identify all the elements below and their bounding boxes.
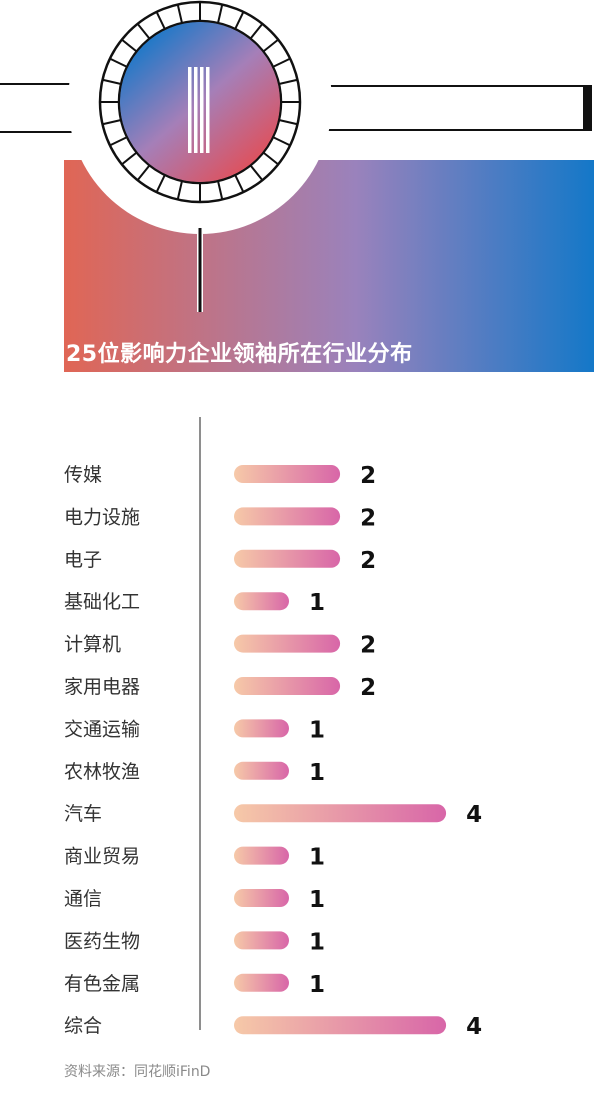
bar <box>234 889 289 907</box>
category-label: 电力设施 <box>64 506 140 528</box>
category-label: 电子 <box>64 549 102 571</box>
bar <box>234 634 341 653</box>
value-label: 2 <box>360 548 376 574</box>
ring-segment <box>121 151 138 166</box>
ring-segment <box>136 23 151 40</box>
orb-stem <box>198 228 202 312</box>
ring-segment <box>121 38 138 53</box>
source-note: 资料来源：同花顺iFinD <box>64 1064 211 1080</box>
bar <box>234 465 341 483</box>
value-label: 1 <box>309 887 325 913</box>
ring-segment <box>272 57 291 68</box>
category-label: 通信 <box>64 888 102 910</box>
category-label: 综合 <box>64 1015 102 1037</box>
ring-segment <box>234 174 245 193</box>
header-illustration <box>0 0 594 372</box>
ring-segment <box>249 23 264 40</box>
value-label: 1 <box>309 972 325 998</box>
ring-segment <box>136 164 151 181</box>
bar <box>234 846 289 865</box>
value-label: 1 <box>309 717 325 743</box>
ring-segment <box>176 4 183 24</box>
bar <box>234 507 341 526</box>
bar <box>234 677 341 695</box>
bar-chart: 传媒 2 电力设施 2 电子 2 基础化工 1 计算机 2 家用电器 2 交通运输 1 农林牧渔 1 汽车 4 商业… <box>64 417 482 1040</box>
category-label: 家用电器 <box>64 676 140 698</box>
chart-marks: 传媒 2 电力设施 2 电子 2 基础化工 1 计算机 2 家用电器 2 交通运输 1 农林牧渔 1 汽车 4 商业… <box>64 463 482 1040</box>
bar <box>234 549 341 568</box>
category-label: 汽车 <box>64 803 102 825</box>
category-label: 商业贸易 <box>64 846 140 868</box>
orb-ring-segments <box>100 2 300 202</box>
ring-segment <box>176 180 183 200</box>
ring-segment <box>278 119 298 126</box>
value-label: 1 <box>309 845 325 871</box>
category-label: 农林牧渔 <box>64 761 140 783</box>
value-label: 1 <box>309 760 325 786</box>
ring-segment <box>109 136 128 147</box>
ring-segment <box>109 57 128 68</box>
ring-segment <box>217 180 224 200</box>
bar <box>234 931 289 950</box>
category-label: 计算机 <box>64 634 121 656</box>
bar <box>234 973 289 992</box>
value-label: 1 <box>309 929 325 955</box>
ring-segment <box>155 11 166 30</box>
bar <box>234 592 289 611</box>
bar <box>234 761 289 780</box>
ring-segment <box>272 136 291 147</box>
orb-stripes <box>188 67 210 153</box>
category-label: 传媒 <box>64 464 102 486</box>
chart-title: 25位影响力企业领袖所在行业分布 <box>66 342 413 367</box>
value-label: 4 <box>466 1014 482 1040</box>
ring-segment <box>155 174 166 193</box>
value-label: 1 <box>309 590 325 616</box>
category-label: 有色金属 <box>64 973 140 995</box>
bar <box>234 719 289 738</box>
ring-segment <box>102 119 122 126</box>
value-label: 2 <box>360 463 376 489</box>
value-label: 2 <box>360 505 376 531</box>
value-label: 4 <box>466 802 482 828</box>
ring-segment <box>102 78 122 85</box>
category-label: 交通运输 <box>64 718 140 740</box>
ring-segment <box>234 11 245 30</box>
category-label: 基础化工 <box>64 591 140 613</box>
ring-segment <box>262 38 279 53</box>
ring-segment <box>217 4 224 24</box>
value-label: 2 <box>360 633 376 659</box>
category-label: 医药生物 <box>64 930 140 952</box>
value-label: 2 <box>360 675 376 701</box>
bar <box>234 804 447 823</box>
frame-end-cap <box>583 85 592 131</box>
ring-segment <box>262 151 279 166</box>
ring-segment <box>278 78 298 85</box>
bar <box>234 1016 447 1035</box>
ring-segment <box>249 164 264 181</box>
